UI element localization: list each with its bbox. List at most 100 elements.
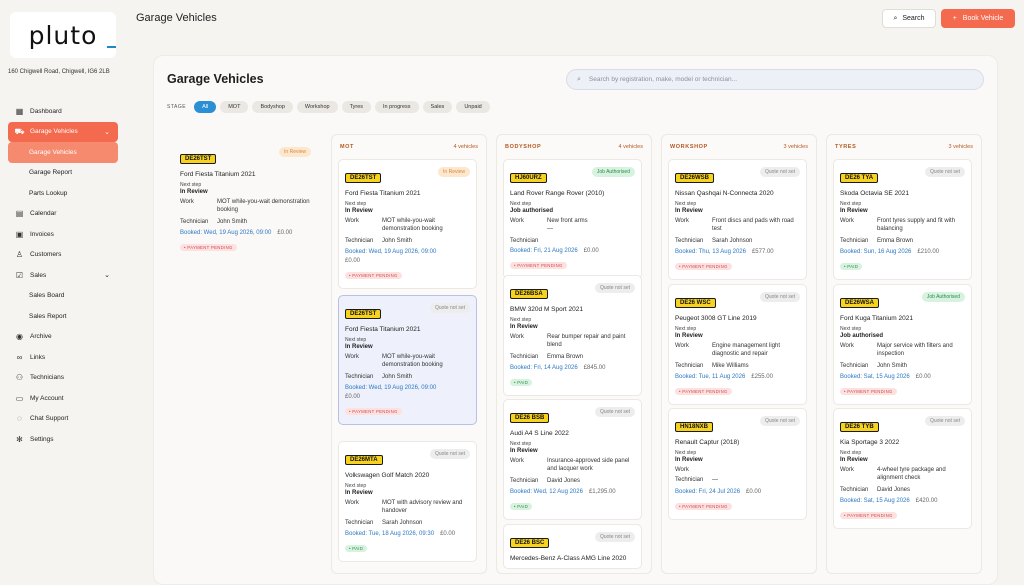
technician-value: Sarah Johnson <box>712 237 753 244</box>
stage-chip-in-progress[interactable]: In progress <box>375 101 419 113</box>
work-value <box>712 467 800 473</box>
vehicle-card[interactable]: DE26 WSC Quote not set Peugeot 3008 GT Lin… <box>668 284 807 406</box>
vehicle-card[interactable]: HJ60URZ Job Authorised Land Rover Range Ro… <box>503 159 642 279</box>
column-title: BODYSHOP <box>505 144 542 150</box>
registration-plate: DE26BSA <box>510 289 548 299</box>
payment-badge: • PAYMENT PENDING <box>180 244 237 252</box>
sidebar-item-invoices[interactable]: ▣ Invoices <box>8 224 118 245</box>
stage-chip-unpaid[interactable]: Unpaid <box>456 101 490 113</box>
next-step-value: In Review <box>345 208 373 214</box>
grid-icon: ▦ <box>15 106 24 116</box>
vehicle-search-input[interactable]: ⌕ Search by registration, make, model or … <box>566 69 984 90</box>
booking-info: Booked: Tue, 18 Aug 2026, 09:30 £0.00 <box>345 531 470 537</box>
technician-value: — <box>712 477 718 483</box>
booked-date: Booked: Wed, 19 Aug 2026, 09:00 <box>345 249 437 256</box>
vehicle-card[interactable]: DE26MTA Quote not set Volkswagen Golf Matc… <box>338 441 477 563</box>
vehicle-card[interactable]: DE26TST Quote not set Ford Fiesta Titanium… <box>338 295 477 426</box>
sidebar-item-garage-report[interactable]: Garage Report <box>8 163 118 184</box>
work-text: MOT with advisory review and handover <box>382 500 463 514</box>
sidebar-item-dashboard[interactable]: ▦ Dashboard <box>8 101 118 122</box>
sidebar-item-label: Parts Lookup <box>29 189 68 197</box>
sidebar-item-chat-support[interactable]: ◌ Chat Support <box>8 409 118 430</box>
registration-plate: DE26 BSC <box>510 538 550 548</box>
work-label: Work <box>345 500 359 506</box>
technician-row: Technician — <box>675 477 800 485</box>
card-header: DE26 BSB <box>510 406 635 424</box>
quote-amount: £0.00 <box>345 394 361 401</box>
sidebar-item-settings[interactable]: ✻ Settings <box>8 429 118 450</box>
sidebar-item-technicians[interactable]: ⚇ Technicians <box>8 368 118 389</box>
technician-row: Technician Sarah Johnson <box>345 520 470 528</box>
sidebar-item-sales[interactable]: ☑ Sales ⌄ <box>8 265 118 286</box>
quote-amount: £1,295.00 <box>588 489 616 496</box>
technician-row: Technician David Jones <box>510 478 635 486</box>
vehicle-card[interactable]: DE26TST In Review Ford Fiesta Titanium 202… <box>338 159 477 290</box>
next-step-value: In Review <box>840 208 868 214</box>
vehicle-card[interactable]: DE26WSA Job Authorised Ford Kuga Titanium … <box>833 284 972 406</box>
booking-info: Booked: Fri, 14 Aug 2026 £845.00 <box>510 365 635 371</box>
registration-plate: DE26WSA <box>840 298 880 308</box>
technician-label: Technician <box>675 477 704 483</box>
sidebar-item-my-account[interactable]: ▭ My Account <box>8 388 118 409</box>
card-header: DE26BSA <box>510 282 635 300</box>
technician-row: Technician David Jones <box>840 487 965 495</box>
registration-plate: HN18NXB <box>675 422 714 432</box>
vehicle-card[interactable]: DE26WSB Quote not set Nissan Qashqai N-Con… <box>668 159 807 281</box>
book-vehicle-button[interactable]: + Book Vehicle <box>941 9 1015 28</box>
pluto-logo[interactable]: pluto <box>10 12 116 58</box>
work-text: MOT while-you-wait demonstration booking <box>217 199 310 213</box>
sidebar-item-sales-board[interactable]: Sales Board <box>8 286 118 307</box>
work-row: Work Rear bumper repair and paint blend <box>510 334 635 350</box>
vehicle-card[interactable]: DE26 TYB Quote not set Kia Sportage 3 2022… <box>833 408 972 530</box>
registration-plate: DE26 TYB <box>840 422 879 432</box>
technician-value: Emma Brown <box>547 353 584 360</box>
sidebar-item-calendar[interactable]: ▤ Calendar <box>8 204 118 225</box>
booked-date: Booked: Sat, 15 Aug 2026 <box>840 374 910 381</box>
column-title: WORKSHOP <box>670 144 708 150</box>
garage-address: 160 Chigwell Road, Chigwell, IG6 2LB <box>8 69 110 75</box>
in-review-card[interactable]: DE26TST In Review Ford Fiesta Titanium 202… <box>167 134 323 267</box>
column-header: TYRES 3 vehicles <box>835 144 973 150</box>
sidebar-item-parts-lookup[interactable]: Parts Lookup <box>8 183 118 204</box>
booking-info: Booked: Fri, 24 Jul 2026 £0.00 <box>675 489 800 495</box>
work-label: Work <box>345 354 359 360</box>
vehicle-card[interactable]: HN18NXB Quote not set Renault Captur (2018… <box>668 408 807 520</box>
search-button[interactable]: ⌕ Search <box>882 9 936 28</box>
work-value: MOT while-you-wait demonstration booking <box>217 199 310 215</box>
status-badge: Quote not set <box>924 167 965 177</box>
card-header: DE26TST <box>180 147 310 165</box>
stage-chip-tyres[interactable]: Tyres <box>341 101 372 113</box>
sidebar-item-links[interactable]: ∞ Links <box>8 347 118 368</box>
work-text: MOT while-you-wait demonstration booking <box>382 218 443 232</box>
vehicle-card[interactable]: DE26 BSC Quote not set Mercedes-Benz A-Cla… <box>503 524 642 569</box>
sidebar-item-garage-vehicles[interactable]: Garage Vehicles <box>8 142 118 163</box>
sidebar-item-archive[interactable]: ◉ Archive <box>8 327 118 348</box>
stage-chip-sales[interactable]: Sales <box>422 101 453 113</box>
next-step-label: Next step <box>675 326 697 332</box>
vehicle-card[interactable]: DE26BSA Quote not set BMW 320d M Sport 202… <box>503 275 642 397</box>
stage-chip-mot[interactable]: MOT <box>220 101 249 113</box>
booked-date: Booked: Tue, 18 Aug 2026, 09:30 <box>345 531 435 538</box>
column-header: BODYSHOP 4 vehicles <box>505 144 643 150</box>
stage-chip-all[interactable]: All <box>194 101 217 113</box>
vehicle-card[interactable]: DE26 BSB Quote not set Audi A4 S Line 2022… <box>503 399 642 521</box>
technician-label: Technician <box>840 486 869 493</box>
settings-icon: ✻ <box>16 434 23 444</box>
sidebar-item-garage-vehicles[interactable]: ⛟ Garage Vehicles ⌄ <box>8 121 118 142</box>
sidebar-item-label: Sales Report <box>29 312 67 320</box>
sidebar-item-sales-report[interactable]: Sales Report <box>8 306 118 327</box>
column-title: TYRES <box>835 144 857 150</box>
book-vehicle-label: Book Vehicle <box>962 15 1004 22</box>
payment-badge: • PAYMENT PENDING <box>675 263 732 271</box>
stage-chip-workshop[interactable]: Workshop <box>296 101 338 113</box>
sidebar-item-customers[interactable]: ♙ Customers <box>8 245 118 266</box>
technician-row: Technician John Smith <box>180 219 310 227</box>
sidebar-item-label: Garage Report <box>29 169 72 177</box>
booking-info: Booked: Sat, 15 Aug 2026 £0.00 <box>840 374 965 380</box>
technician-row: Technician Sarah Johnson <box>675 238 800 246</box>
card-header: DE26 TYB <box>840 415 965 433</box>
vehicle-card[interactable]: DE26 TYA Quote not set Skoda Octavia SE 20… <box>833 159 972 281</box>
next-step-value: In Review <box>345 344 373 350</box>
stage-chip-bodyshop[interactable]: Bodyshop <box>252 101 293 113</box>
technician-value: John Smith <box>382 373 413 380</box>
